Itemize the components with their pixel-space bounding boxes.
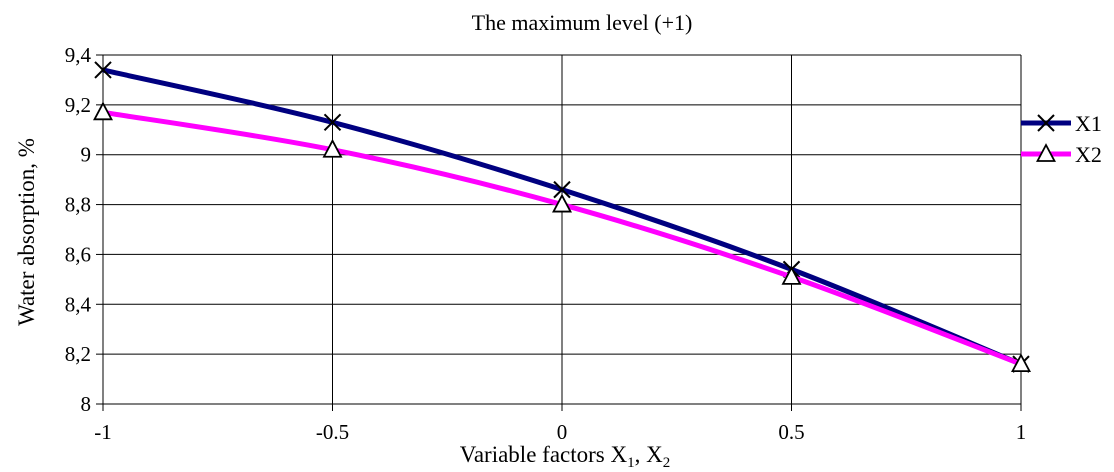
- x-axis-title: Variable factors X1, X2: [460, 442, 670, 471]
- y-tick-label: 8: [81, 392, 92, 416]
- y-tick-label: 9: [81, 143, 92, 167]
- marker-stroke: [553, 180, 571, 199]
- x-axis-title-mid: , X: [635, 442, 664, 467]
- legend-label-x1: X1: [1075, 111, 1102, 136]
- data-point-x2: [93, 101, 113, 121]
- y-tick-label: 8,4: [65, 292, 92, 316]
- legend-marker-x2: [1036, 143, 1056, 162]
- x-tick-label: -0.5: [316, 420, 349, 444]
- data-point-x1: [94, 61, 112, 79]
- marker-stroke: [323, 113, 342, 132]
- legend-marker-x1: [1037, 114, 1055, 132]
- marker-shape: [1036, 143, 1056, 162]
- data-point-x2: [552, 193, 572, 213]
- data-point-x1: [553, 180, 571, 199]
- series-layer: [93, 61, 1031, 373]
- y-axis-ticks: 8 8,2 8,4 8,6 8,8 9 9,2 9,4: [65, 43, 92, 416]
- data-point-x2: [1011, 353, 1031, 373]
- x-tick-label: 0: [557, 420, 568, 444]
- data-point-x2: [322, 138, 343, 158]
- y-tick-label: 9,4: [65, 43, 92, 67]
- data-point-x2: [781, 265, 802, 285]
- marker-shape: [781, 265, 802, 285]
- chart-title: The maximum level (+1): [472, 10, 693, 35]
- marker-stroke: [94, 61, 112, 79]
- y-tick-label: 8,8: [65, 193, 91, 217]
- y-tick-label: 8,6: [65, 242, 91, 266]
- marker-shape: [322, 138, 343, 158]
- y-axis-title: Water absorption, %: [14, 138, 39, 326]
- legend-label-x2: X2: [1075, 142, 1102, 167]
- marker-shape: [552, 193, 572, 213]
- x-tick-label: -1: [94, 420, 112, 444]
- x-axis-title-sub1: 1: [627, 455, 635, 471]
- y-tick-label: 9,2: [65, 93, 91, 117]
- grid: [96, 54, 1022, 411]
- y-tick-label: 8,2: [65, 342, 91, 366]
- marker-shape: [1011, 353, 1031, 373]
- x-tick-label: 0.5: [778, 420, 804, 444]
- marker-shape: [93, 101, 113, 121]
- x-tick-label: 1: [1016, 420, 1027, 444]
- x-axis-ticks: -1 -0.5 0 0.5 1: [94, 420, 1026, 444]
- x-axis-title-prefix: Variable factors X: [460, 442, 628, 467]
- marker-stroke: [1037, 114, 1055, 132]
- x-axis-title-sub2: 2: [663, 455, 671, 471]
- data-point-x1: [323, 113, 342, 132]
